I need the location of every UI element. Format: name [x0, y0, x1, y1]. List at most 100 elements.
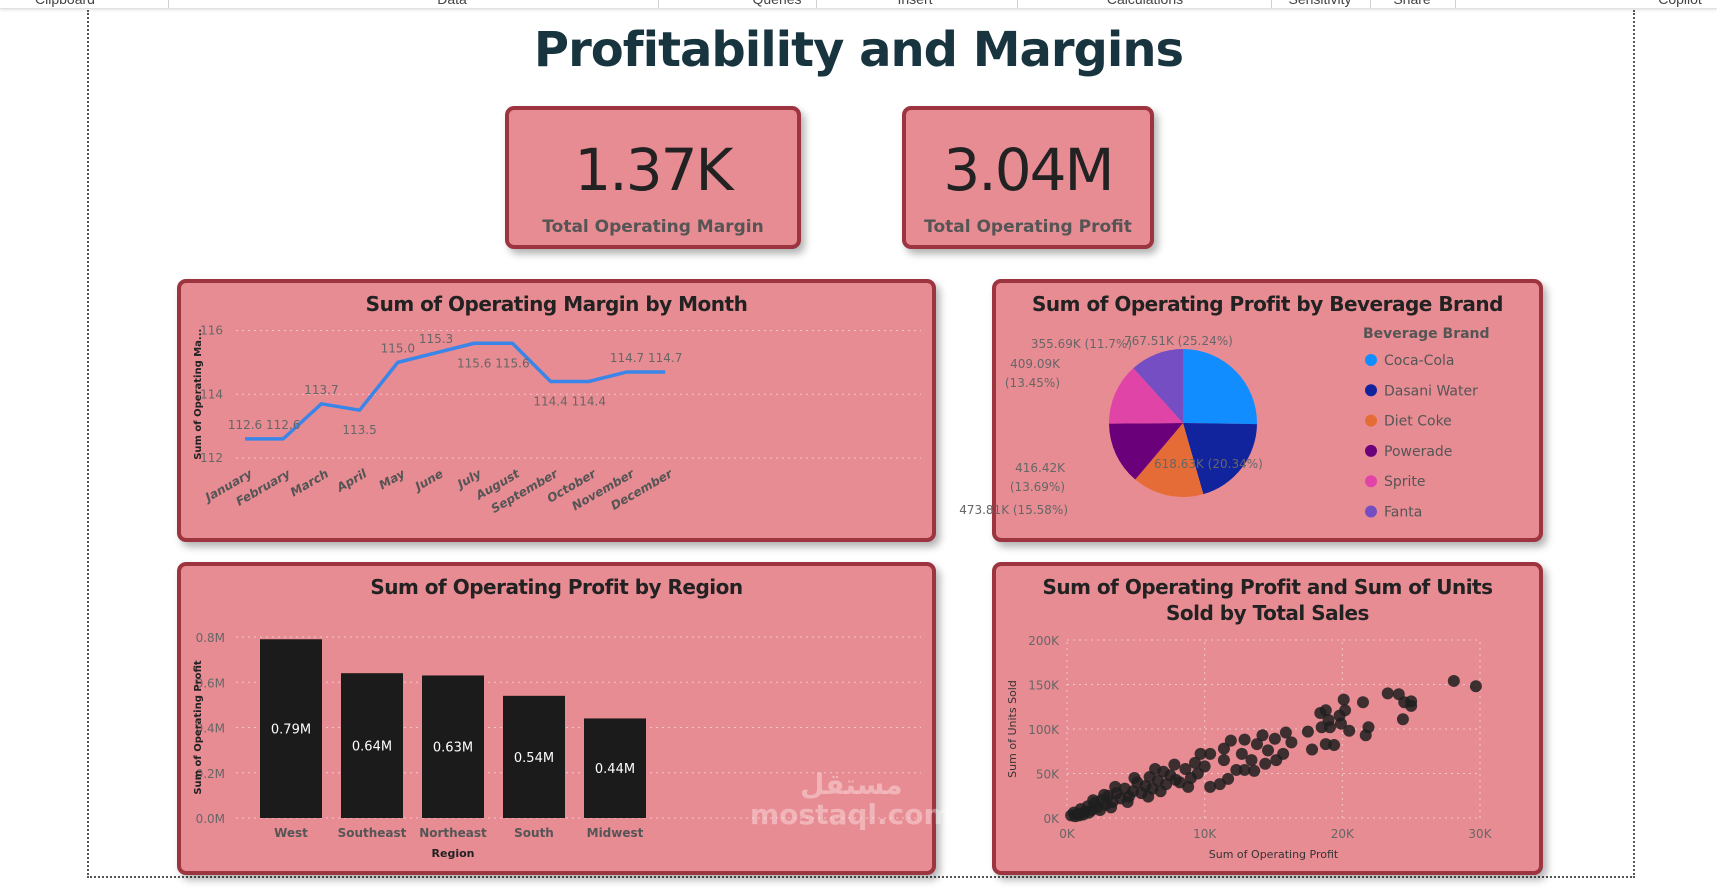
data-label: 114.4 [572, 395, 606, 409]
ribbon-separator [1017, 0, 1018, 8]
pie-data-label: 355.69K (11.7%) [1031, 337, 1132, 351]
scatter-point [1405, 695, 1418, 708]
kpi-label: Total Operating Margin [542, 217, 764, 237]
data-label: 115.6 [495, 356, 529, 370]
kpi-label: Total Operating Profit [924, 217, 1132, 237]
x-tick-label: 20K [1331, 827, 1355, 841]
scatter-point [1334, 717, 1347, 730]
scatter-point [1323, 721, 1336, 734]
ribbon-group-clipboard[interactable]: Clipboard [35, 0, 95, 7]
ribbon-separator [168, 0, 169, 8]
scatter-point [1238, 733, 1251, 746]
x-tick-label: June [411, 466, 445, 494]
kpi-value: 1.37K [574, 136, 733, 204]
scatter-point [1343, 724, 1356, 737]
scatter-point [1109, 780, 1122, 793]
ribbon-group-calculations[interactable]: Calculations [1107, 0, 1183, 7]
bar-midwest [584, 718, 646, 818]
scatter-point [1169, 773, 1182, 786]
legend-marker [1365, 505, 1377, 518]
x-tick-label: April [333, 466, 369, 495]
y-tick-label: 112 [200, 451, 223, 465]
kpi-card-total-operating-profit[interactable]: 3.04M Total Operating Profit [902, 106, 1154, 249]
watermark-arabic: مستقل [800, 768, 903, 801]
bar-data-label: 0.63M [433, 741, 473, 756]
pie-slice-coca-cola [1183, 349, 1257, 425]
y-tick-label: 50K [1036, 768, 1060, 782]
scatter-point [1204, 747, 1217, 760]
pie-data-label: 416.42K [1015, 461, 1066, 475]
pie-chart: 767.51K (25.24%) 618.63K (20.34%) 473.81K … [959, 326, 1489, 521]
y-tick-label: 114 [200, 387, 223, 401]
scatter-chart: 0K 50K 100K 150K 200K 0K 10K 20K 30K Sum of Units… [1006, 634, 1493, 861]
ribbon: Clipboard Data Queries Insert Calculations Se… [0, 0, 1717, 9]
ribbon-separator [1370, 0, 1371, 8]
y-tick-label: 0.6M [196, 676, 225, 690]
scatter-point [1224, 734, 1237, 747]
legend-item: Diet Coke [1384, 414, 1452, 430]
legend-marker [1365, 475, 1377, 488]
scatter-point [1279, 726, 1292, 739]
pie-slice-dasani-water [1183, 423, 1257, 495]
scatter-point [1268, 732, 1281, 745]
legend-marker [1365, 414, 1377, 427]
y-tick-label: 116 [200, 324, 223, 338]
scatter-point [1105, 801, 1118, 814]
scatter-point [1235, 747, 1248, 760]
bar-chart-card[interactable]: Sum of Operating Profit by Region 0.0M 0.… [177, 562, 936, 875]
chart-title: Sum of Operating Profit by Region [370, 575, 743, 599]
scatter-point [1179, 763, 1192, 776]
scatter-point [1142, 790, 1155, 803]
scatter-point [1359, 729, 1372, 742]
bar-south [503, 695, 565, 818]
chart-title: Sum of Operating Profit by Beverage Bran… [1032, 292, 1503, 316]
x-axis-title: Sum of Operating Profit [1209, 848, 1339, 861]
data-label: 114.7 [610, 351, 644, 365]
chart-title: Sum of Operating Profit and Sum of Units… [1042, 575, 1493, 625]
ribbon-group-sensitivity[interactable]: Sensitivity [1288, 0, 1351, 7]
y-tick-label: 100K [1028, 723, 1060, 737]
data-label: 113.5 [342, 423, 376, 437]
data-label: 114.7 [648, 351, 682, 365]
ribbon-group-copilot[interactable]: Copilot [1658, 0, 1702, 7]
scatter-point [1261, 744, 1274, 757]
ribbon-group-data[interactable]: Data [437, 0, 467, 7]
y-tick-label: 0.4M [196, 722, 225, 736]
watermark-latin: mostaql.com [750, 798, 953, 831]
scatter-point [1396, 713, 1409, 726]
scatter-point [1319, 704, 1332, 717]
line-series [245, 341, 666, 441]
scatter-point [1301, 725, 1314, 738]
ribbon-group-insert[interactable]: Insert [897, 0, 932, 7]
y-tick-label: 150K [1028, 679, 1060, 693]
scatter-point [1306, 743, 1319, 756]
scatter-chart-card[interactable]: Sum of Operating Profit and Sum of Units… [992, 562, 1543, 875]
ribbon-group-queries[interactable]: Queries [752, 0, 801, 7]
scatter-point [1194, 747, 1207, 760]
ribbon-group-share[interactable]: Share [1393, 0, 1430, 7]
x-tick-label: Midwest [587, 826, 644, 840]
x-tick-label: 30K [1468, 827, 1492, 841]
chart-title: Sum of Operating Margin by Month [365, 292, 748, 316]
kpi-card-total-operating-margin[interactable]: 1.37K Total Operating Margin [505, 106, 801, 249]
line-chart-card[interactable]: Sum of Operating Margin by Month 112 114 1… [177, 279, 936, 542]
scatter-point [1381, 687, 1394, 700]
bar-data-label: 0.44M [595, 762, 635, 777]
legend-item: Dasani Water [1384, 383, 1478, 399]
legend-marker [1365, 444, 1377, 457]
bar-chart: 0.0M 0.2M 0.4M 0.6M 0.8M Sum of Operating Pro… [193, 631, 921, 860]
data-label: 115.3 [419, 332, 453, 346]
legend-marker [1365, 354, 1377, 366]
x-tick-label: 0K [1059, 827, 1076, 841]
pie-chart-card[interactable]: Sum of Operating Profit by Beverage Bran… [959, 279, 1543, 542]
y-tick-label: 0.8M [196, 631, 225, 645]
scatter-point [1250, 738, 1263, 751]
pie-data-label-pct: (13.45%) [1005, 376, 1060, 390]
pie-slice-powerade [1109, 423, 1183, 480]
pie-slice-sprite [1109, 368, 1183, 424]
scatter-point [1230, 763, 1243, 776]
y-axis-title: Sum of Units Sold [1006, 680, 1019, 778]
watermark: مستقل mostaql.com [750, 770, 953, 830]
scatter-point [1094, 803, 1107, 816]
